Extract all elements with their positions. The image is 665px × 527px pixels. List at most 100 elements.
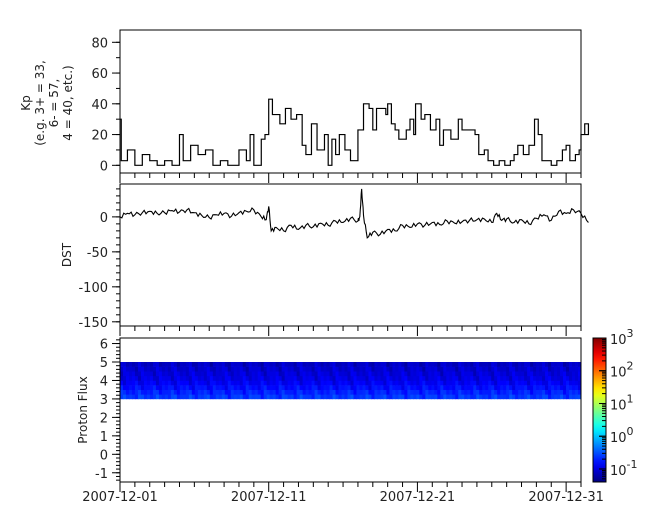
heatmap-cell [503, 366, 507, 372]
heatmap-cell [344, 362, 349, 367]
heatmap-cell [164, 362, 169, 367]
heatmap-cell [506, 362, 510, 367]
heatmap-cell [120, 380, 124, 386]
heatmap-cell [173, 380, 178, 386]
heatmap-cell [206, 366, 211, 372]
heatmap-cell [158, 371, 163, 377]
heatmap-cell [551, 362, 555, 367]
heatmap-cell [254, 385, 259, 390]
heatmap-cell [242, 371, 247, 377]
heatmap-cell [404, 380, 408, 386]
heatmap-cell [470, 362, 474, 367]
heatmap-cell [302, 366, 307, 372]
heatmap-cell [566, 385, 570, 390]
heatmap-cell [197, 362, 202, 367]
heatmap-cell [260, 389, 265, 395]
heatmap-cell [512, 366, 516, 372]
heatmap-cell [440, 385, 444, 390]
heatmap-cell [395, 380, 399, 386]
heatmap-cell [125, 371, 130, 377]
heatmap-cell [179, 375, 184, 381]
heatmap-cell [188, 380, 193, 386]
heatmap-cell [446, 375, 450, 381]
heatmap-cell [212, 385, 217, 390]
heatmap-cell [308, 366, 313, 372]
heatmap-cell [371, 394, 375, 400]
y-tick-label: 20 [91, 129, 108, 144]
heatmap-cell [545, 394, 549, 400]
heatmap-cell [203, 394, 208, 400]
heatmap-cell [329, 362, 334, 367]
heatmap-cell [449, 385, 453, 390]
heatmap-cell [566, 362, 570, 367]
heatmap-cell [206, 371, 211, 377]
heatmap-cell [410, 385, 414, 390]
heatmap-cell [203, 385, 208, 390]
heatmap-cell [320, 389, 325, 395]
heatmap-cell [521, 385, 525, 390]
plot-frame [119, 29, 582, 174]
heatmap-cell [569, 366, 573, 372]
heatmap-cell [263, 394, 268, 400]
heatmap-cell [560, 375, 564, 381]
heatmap-cell [125, 394, 130, 400]
heatmap-cell [299, 385, 304, 390]
heatmap-cell [326, 362, 331, 367]
heatmap-cell [341, 371, 346, 377]
heatmap-cell [188, 394, 193, 400]
heatmap-cell [263, 389, 268, 395]
heatmap-cell [452, 389, 456, 395]
heatmap-cell [284, 389, 289, 395]
heatmap-cell [260, 366, 265, 372]
heatmap-cell [542, 366, 546, 372]
heatmap-cell [515, 362, 519, 367]
heatmap-cell [308, 362, 313, 367]
heatmap-cell [431, 375, 435, 381]
heatmap-cell [404, 394, 408, 400]
heatmap-cell [272, 389, 277, 395]
heatmap-cell [539, 375, 543, 381]
heatmap-cell [554, 385, 558, 390]
heatmap-cell [200, 375, 205, 381]
heatmap-cell [218, 389, 223, 395]
heatmap-cell [161, 375, 166, 381]
heatmap-cell [398, 385, 402, 390]
heatmap-cell [338, 385, 343, 390]
heatmap-cell [497, 389, 501, 395]
heatmap-cell [185, 375, 190, 381]
heatmap-cell [170, 380, 175, 386]
heatmap-cell [143, 362, 148, 367]
heatmap-cell [356, 371, 360, 377]
heatmap-cell [377, 389, 381, 395]
heatmap-cell [134, 385, 139, 390]
heatmap-cell [254, 371, 259, 377]
heatmap-cell [161, 389, 166, 395]
heatmap-cell [512, 362, 516, 367]
heatmap-cell [446, 380, 450, 386]
kp-ylabel-line-2: (e.g. 3+ = 33, [33, 60, 47, 146]
heatmap-cell [317, 375, 322, 381]
heatmap-cell [131, 371, 136, 377]
heatmap-cell [353, 366, 357, 372]
heatmap-cell [170, 366, 175, 372]
heatmap-cell [404, 375, 408, 381]
heatmap-cell [257, 371, 262, 377]
heatmap-cell [299, 389, 304, 395]
heatmap-cell [545, 385, 549, 390]
heatmap-cell [215, 375, 220, 381]
heatmap-cell [149, 362, 154, 367]
heatmap-cell [536, 380, 540, 386]
heatmap-cell [257, 394, 262, 400]
heatmap-cell [341, 389, 346, 395]
dst-series-line [119, 188, 589, 239]
heatmap-cell [230, 380, 235, 386]
heatmap-cell [290, 366, 295, 372]
heatmap-cell [212, 375, 217, 381]
heatmap-cell [332, 375, 337, 381]
heatmap-cell [389, 375, 393, 381]
heatmap-cell [362, 389, 366, 395]
heatmap-cell [323, 375, 328, 381]
heatmap-cell [209, 366, 214, 372]
heatmap-cell [539, 362, 543, 367]
heatmap-cell [296, 366, 301, 372]
